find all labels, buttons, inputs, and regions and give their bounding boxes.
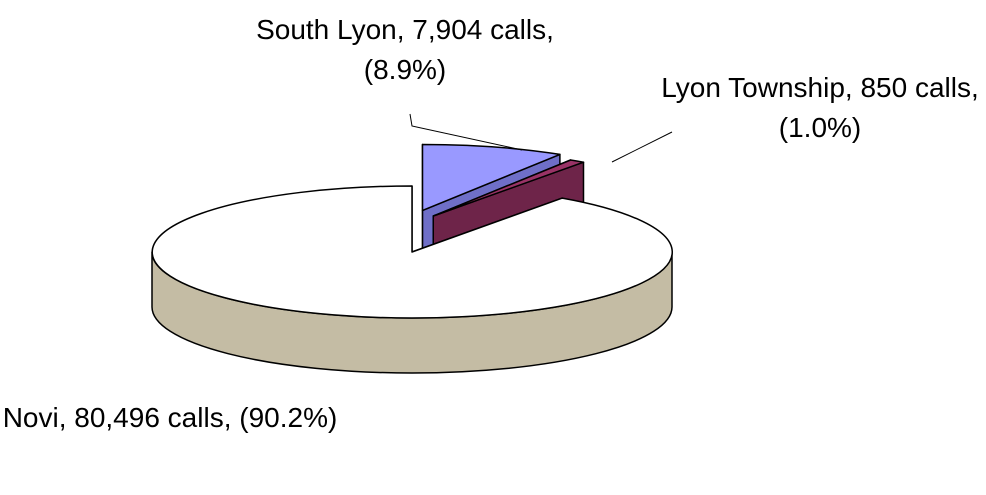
slice-top [432, 159, 585, 217]
slice-label: Novi, 80,496 calls, (90.2%) [2, 402, 338, 433]
leader-line [409, 113, 523, 151]
slice-top [151, 185, 673, 319]
slice-label: South Lyon, 7,904 calls, (8.9%) [256, 14, 554, 85]
pie-slice [151, 185, 673, 374]
slice-label: Lyon Township, 850 calls, (1.0%) [661, 72, 979, 143]
slice-top [421, 143, 561, 212]
leader-line [611, 131, 673, 163]
